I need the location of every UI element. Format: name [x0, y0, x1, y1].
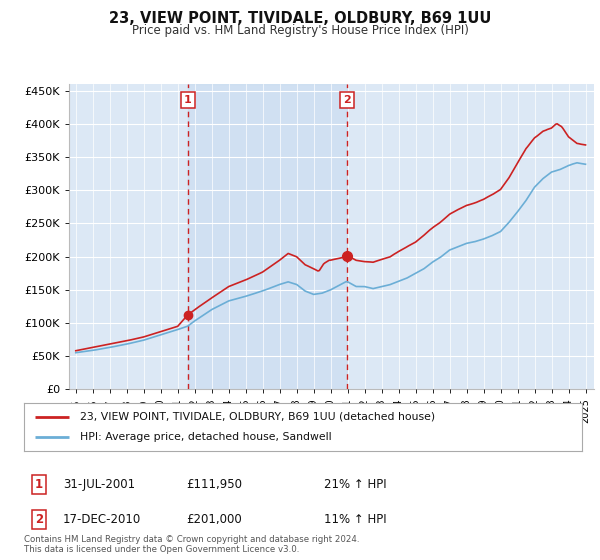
Text: £111,950: £111,950	[186, 478, 242, 491]
Text: £201,000: £201,000	[186, 513, 242, 526]
Bar	[188, 84, 347, 389]
Text: Contains HM Land Registry data © Crown copyright and database right 2024.
This d: Contains HM Land Registry data © Crown c…	[24, 535, 359, 554]
Text: 1: 1	[35, 478, 43, 491]
Text: HPI: Average price, detached house, Sandwell: HPI: Average price, detached house, Sand…	[80, 432, 331, 442]
Text: 23, VIEW POINT, TIVIDALE, OLDBURY, B69 1UU: 23, VIEW POINT, TIVIDALE, OLDBURY, B69 1…	[109, 11, 491, 26]
Text: Price paid vs. HM Land Registry's House Price Index (HPI): Price paid vs. HM Land Registry's House …	[131, 24, 469, 36]
Text: 11% ↑ HPI: 11% ↑ HPI	[324, 513, 386, 526]
Text: 21% ↑ HPI: 21% ↑ HPI	[324, 478, 386, 491]
Text: 31-JUL-2001: 31-JUL-2001	[63, 478, 135, 491]
Text: 23, VIEW POINT, TIVIDALE, OLDBURY, B69 1UU (detached house): 23, VIEW POINT, TIVIDALE, OLDBURY, B69 1…	[80, 412, 435, 422]
Text: 2: 2	[343, 95, 351, 105]
Text: 17-DEC-2010: 17-DEC-2010	[63, 513, 141, 526]
Text: 2: 2	[35, 513, 43, 526]
Text: 1: 1	[184, 95, 191, 105]
